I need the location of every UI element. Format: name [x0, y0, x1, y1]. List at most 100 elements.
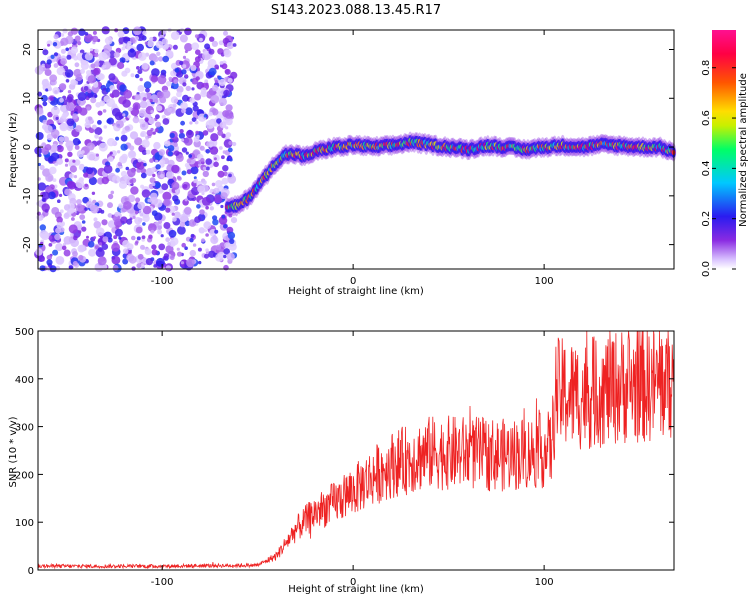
spectrogram-cell — [208, 250, 216, 258]
spectrogram-cell — [38, 153, 42, 157]
spectrogram-cell — [103, 164, 113, 174]
spectrogram-cell — [90, 204, 99, 214]
spectrogram-cell — [59, 97, 64, 103]
spectrogram-cell — [113, 235, 118, 240]
spectrogram-cell — [62, 28, 68, 34]
spectrogram-cell — [50, 129, 60, 138]
spectrogram-cell — [199, 209, 205, 215]
spectrogram-cell — [194, 216, 202, 224]
spectrogram-cell — [122, 248, 129, 254]
spectrogram-cell — [132, 102, 141, 111]
spectrogram-cell — [151, 249, 158, 256]
spectrogram-cell — [94, 134, 99, 139]
spectrogram-cell — [151, 68, 160, 77]
spectrogram-cell — [137, 201, 146, 210]
spectrogram-cell — [213, 161, 219, 168]
spectrogram-cell — [55, 243, 64, 252]
spectrogram-cell — [91, 191, 96, 195]
spectrogram-cell — [34, 66, 44, 75]
spectrogram-cell — [123, 89, 133, 99]
spectrogram-cell — [167, 107, 172, 113]
spectrogram-cell — [76, 199, 82, 205]
spectrogram-cell — [211, 108, 219, 116]
spectrogram-cell — [149, 177, 156, 184]
spectrogram-cell — [144, 248, 152, 256]
spectrogram-cell — [162, 55, 169, 63]
spectrogram-cell — [182, 82, 187, 87]
spectrogram-cell — [129, 150, 136, 158]
spectrogram-cell — [151, 210, 158, 217]
spectrogram-cell — [174, 67, 180, 73]
spectrogram-cell — [217, 251, 225, 259]
spectrogram-cell — [50, 144, 58, 153]
spectrogram-cell — [77, 244, 86, 253]
spectrogram-cell — [95, 227, 105, 236]
spectrogram-cell — [82, 196, 89, 204]
snr-x-ticks: -100 0 100 — [151, 331, 554, 588]
spectrogram-cell — [140, 132, 145, 137]
spectrogram-cell — [102, 236, 109, 243]
spectrogram-cell — [100, 209, 105, 214]
spectrogram-cell — [53, 52, 59, 57]
spectrogram-cell — [193, 176, 197, 180]
spectrogram-cell — [195, 49, 201, 55]
spectrogram-cell — [219, 121, 227, 129]
spectrogram-cell — [213, 194, 223, 204]
spectrogram-cell — [204, 50, 209, 55]
spectrogram-cell — [221, 177, 229, 185]
spectrogram-cell — [112, 265, 119, 271]
spectrogram-cell — [87, 92, 94, 98]
spectrogram-cell — [223, 264, 229, 271]
spectrogram-cell — [198, 260, 202, 265]
x-tick-label: 0 — [350, 276, 356, 287]
spectrogram-cell — [35, 107, 44, 115]
spectrogram-cell — [196, 204, 201, 209]
spectrogram-cell — [141, 189, 151, 198]
spectrogram-cell — [126, 218, 133, 225]
spectrogram-cell — [41, 191, 50, 200]
spectrogram-cell — [66, 96, 73, 103]
spectrogram-cell — [121, 153, 128, 161]
spectrogram-cell — [222, 165, 229, 172]
spectrogram-cell — [157, 225, 162, 230]
spectrogram-cell — [60, 66, 64, 69]
spectrogram-cell — [210, 188, 214, 193]
colorbar-ticks: 0.0 0.2 0.4 0.6 0.8 — [701, 60, 736, 277]
spectrogram-cell — [49, 96, 54, 101]
spectrogram-cell — [197, 185, 206, 194]
spectrogram-cell — [111, 255, 121, 265]
spectrogram-cell — [201, 196, 211, 206]
spectrogram-cell — [161, 38, 168, 45]
spectrogram-cell — [81, 220, 86, 224]
spectrogram-cell — [72, 159, 76, 163]
spectrogram-cell — [167, 241, 172, 246]
spectrogram-cell — [147, 223, 157, 233]
spectrogram-cell — [65, 79, 70, 83]
spectrogram-cell — [83, 172, 89, 178]
spectrogram-cell — [217, 75, 222, 80]
spectrogram-cell — [60, 58, 67, 65]
spectrogram-cell — [203, 114, 207, 118]
spectrogram-cell — [87, 75, 96, 84]
spectrogram-cell — [106, 98, 116, 108]
spectrogram-cell — [190, 64, 197, 71]
spectrogram-cell — [150, 110, 154, 114]
spectrogram-cell — [137, 253, 144, 260]
x-tick-label: 100 — [535, 276, 554, 287]
spectrogram-cell — [98, 73, 105, 80]
spectrogram-cell — [57, 199, 61, 203]
spectrogram-cell — [101, 176, 110, 185]
spectrogram-cell — [140, 168, 147, 174]
spectrogram-cell — [165, 170, 175, 179]
spectrogram-cell — [179, 34, 188, 43]
spectrogram-cell — [157, 187, 164, 194]
spectrogram-cell — [170, 70, 177, 77]
spectrogram-cell — [214, 80, 218, 84]
spectrogram-cell — [213, 187, 220, 194]
spectrogram-cell — [194, 120, 199, 125]
figure-title: S143.2023.088.13.45.R17 — [271, 3, 441, 18]
snr-series-line — [37, 330, 675, 570]
spectrogram-cell — [44, 209, 49, 213]
spectrogram-cell — [209, 206, 214, 211]
spectrogram-cell — [111, 89, 120, 98]
